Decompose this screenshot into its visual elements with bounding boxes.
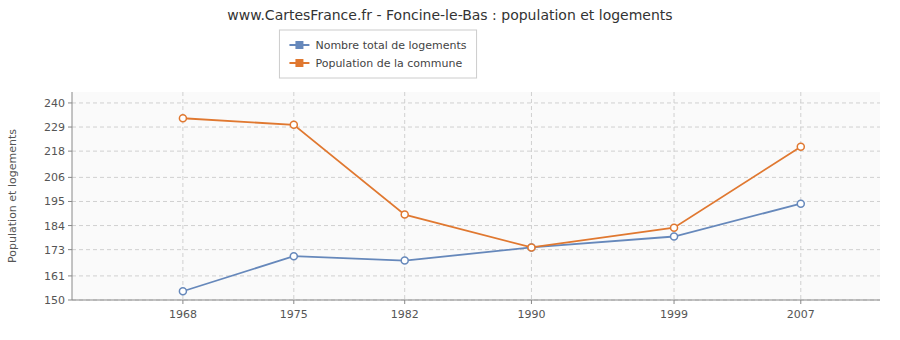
y-tick-label: 218 [44,145,65,158]
title: www.CartesFrance.fr - Foncine-le-Bas : p… [227,7,672,23]
grid [72,92,880,300]
y-tick [68,300,72,301]
x-tick [182,300,183,304]
legend-label: Nombre total de logements [315,39,466,52]
x-tick-label: 1999 [660,308,688,321]
x-tick [531,300,532,304]
y-tick [68,127,72,128]
x-tick-label: 1990 [517,308,545,321]
y-tick-label: 184 [44,220,65,233]
series-point [797,200,804,207]
y-tick-label: 240 [44,97,65,110]
x-tick [674,300,675,304]
x-tick-label: 1982 [391,308,419,321]
y-axis-label: Population et logements [6,129,19,263]
y-tick [68,102,72,103]
y-tick [68,151,72,152]
plot-background [72,92,880,300]
y-axis-line [72,92,73,300]
series-point [671,233,678,240]
y-grid-line [72,151,880,152]
series-line [183,118,801,247]
chart: www.CartesFrance.fr - Foncine-le-Bas : p… [0,0,900,340]
y-tick-label: 229 [44,121,65,134]
y-tick-label: 173 [44,244,65,257]
y-grid-line [72,300,880,301]
y-grid-line [72,225,880,226]
y-tick [68,225,72,226]
y-tick-label: 161 [44,270,65,283]
x-tick-label: 1975 [280,308,308,321]
legend: Nombre total de logements Population de l… [279,30,476,78]
series-point [671,224,678,231]
y-grid-line [72,201,880,202]
x-grid-line [674,92,675,300]
y-tick [68,177,72,178]
x-axis-line [72,300,880,301]
series-point [401,211,408,218]
y-tick [68,201,72,202]
y-grid-line [72,249,880,250]
y-tick [68,275,72,276]
y-tick [68,249,72,250]
y-grid-line [72,127,880,128]
x-grid-line [800,92,801,300]
x-tick [404,300,405,304]
legend-box [279,30,476,78]
x-tick [800,300,801,304]
series-point [797,143,804,150]
series-point [290,121,297,128]
x-tick [293,300,294,304]
y-tick-label: 150 [44,294,65,307]
x-tick-label: 2007 [787,308,815,321]
y-tick-label: 195 [44,195,65,208]
y-tick-label: 206 [44,171,65,184]
series-point [179,115,186,122]
legend-swatch [295,41,303,49]
series-point [528,244,535,251]
series-point [179,288,186,295]
series-point [290,253,297,260]
x-grid-line [182,92,183,300]
x-tick-label: 1968 [169,308,197,321]
y-grid-line [72,275,880,276]
y-grid-line [72,102,880,103]
x-grid-line [404,92,405,300]
legend-swatch [295,59,303,67]
y-grid-line [72,177,880,178]
series-group [179,115,804,295]
series-line [183,204,801,292]
x-grid-line [531,92,532,300]
series-point [528,244,535,251]
legend-label: Population de la commune [315,57,462,70]
series-point [401,257,408,264]
